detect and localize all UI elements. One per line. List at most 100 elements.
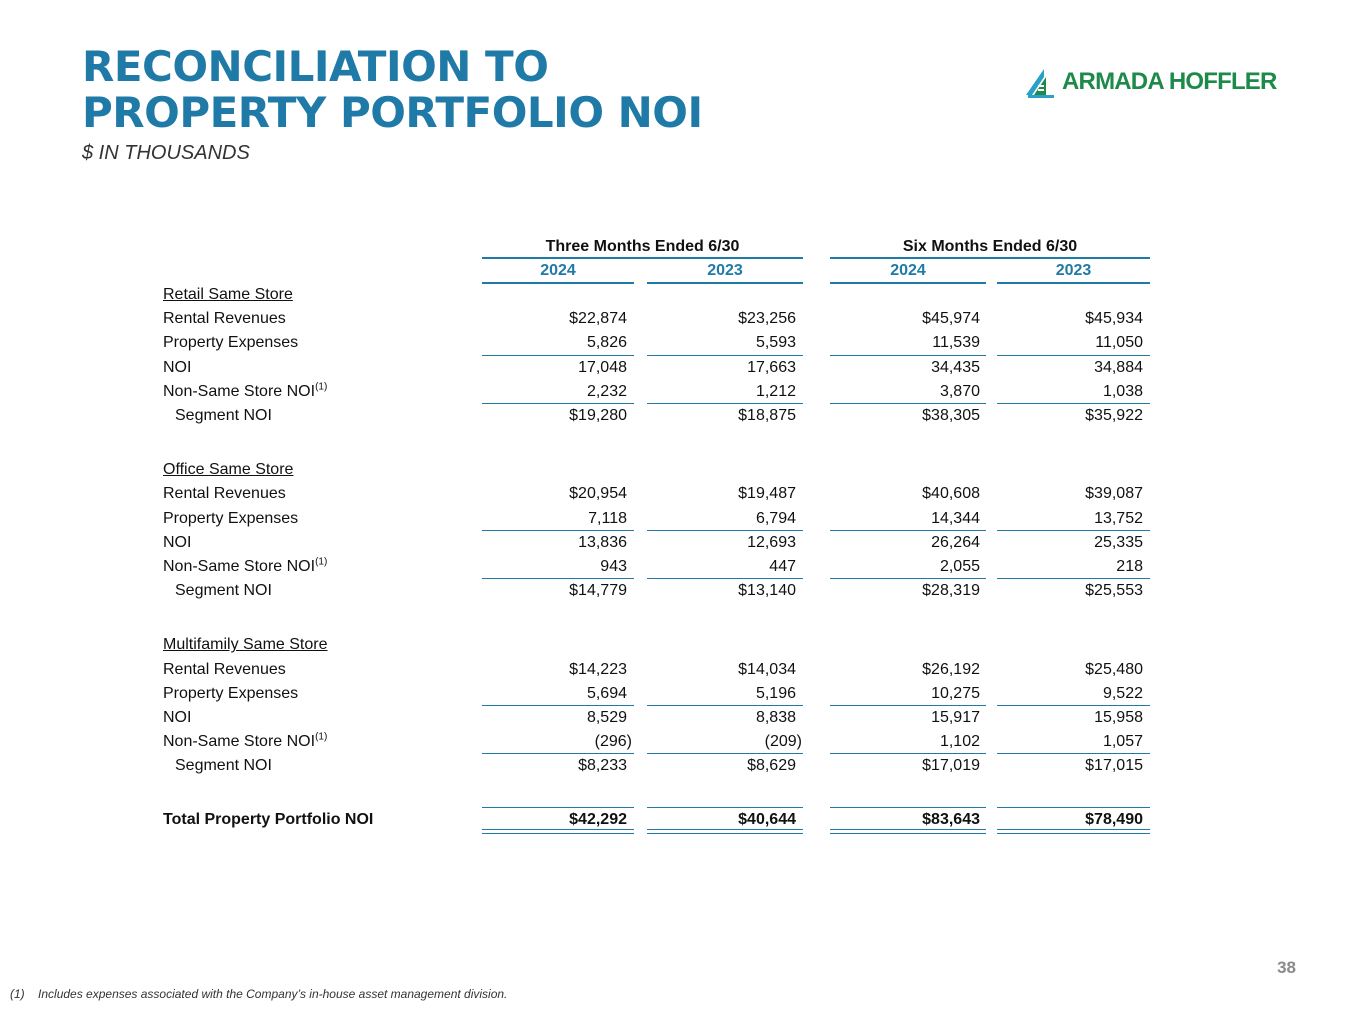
subtotal-rule (647, 705, 803, 706)
subtotal-rule (997, 529, 1150, 531)
row-label-text: Property Expenses (163, 334, 299, 352)
subtotal-rule (830, 403, 986, 404)
row-label-text: NOI (163, 533, 192, 551)
row-label: Property Expenses (163, 682, 298, 706)
row-label: Rental Revenues (163, 307, 286, 331)
year-header-rule (647, 282, 803, 284)
row-label-text: Non-Same Store NOI (163, 733, 316, 751)
section-title: Office Same Store (163, 461, 294, 479)
table-cell: 8,529 (586, 709, 627, 726)
year-header: 2023 (1055, 262, 1092, 279)
subtotal-rule (830, 354, 986, 356)
table-cell: 7,118 (588, 509, 627, 527)
table-cell: 1,038 (1102, 382, 1143, 400)
total-cell: $78,490 (1085, 811, 1143, 828)
table-cell: $38,305 (922, 407, 980, 424)
table-cell: $14,223 (569, 660, 627, 678)
year-header-rule (997, 282, 1150, 284)
row-label: Property Expenses (163, 331, 298, 355)
page-subtitle: $ IN THOUSANDS (82, 142, 250, 164)
table-cell: 1,102 (939, 733, 980, 751)
footnote-text: Includes expenses associated with the Co… (38, 987, 508, 1001)
table-cell: 943 (600, 558, 627, 575)
row-label: NOI (163, 356, 191, 380)
row-label-text: Property Expenses (163, 509, 299, 527)
table-cell: 34,884 (1094, 358, 1143, 376)
row-label: Non-Same Store NOI(1) (163, 555, 327, 579)
table-cell: 14,344 (931, 509, 980, 527)
year-header: 2024 (540, 262, 576, 279)
row-label-text: Rental Revenues (163, 660, 286, 678)
company-logo: ARMADA HOFFLER (1024, 62, 1277, 102)
total-top-rule (830, 807, 986, 808)
table-cell: $17,019 (922, 757, 980, 775)
table-cell: 13,752 (1094, 509, 1143, 527)
total-top-rule (997, 807, 1150, 808)
table-cell: $25,553 (1085, 582, 1143, 600)
table-cell: 218 (1116, 558, 1143, 575)
subtotal-rule (482, 354, 634, 356)
total-double-rule (482, 829, 634, 830)
section-title: Multifamily Same Store (163, 636, 328, 654)
table-cell: 9,522 (1102, 684, 1143, 702)
total-double-rule (997, 829, 1150, 830)
subtotal-rule (997, 753, 1150, 755)
table-cell: $8,233 (578, 757, 627, 775)
subtotal-rule (482, 403, 634, 404)
row-label: Non-Same Store NOI(1) (163, 380, 327, 404)
table-cell: $35,922 (1085, 407, 1143, 424)
footnote-ref: (1) (315, 381, 328, 393)
table-cell: 12,693 (747, 533, 796, 551)
row-label-text: NOI (163, 709, 192, 726)
table-cell: $26,192 (922, 660, 980, 678)
subtotal-rule (830, 705, 986, 706)
footnote-ref: (1) (315, 731, 328, 743)
year-header-rule (830, 282, 986, 284)
table-cell: $19,487 (738, 485, 796, 503)
year-header: 2023 (707, 262, 743, 279)
subtotal-rule (997, 354, 1150, 356)
column-group-header: Three Months Ended 6/30 (545, 238, 740, 255)
row-label-text: Property Expenses (163, 684, 299, 702)
table-cell: 17,663 (747, 358, 796, 376)
table-cell: $45,974 (922, 310, 980, 328)
page-title: RECONCILIATION TO PROPERTY PORTFOLIO NOI (82, 44, 703, 136)
row-label-text: Non-Same Store NOI (163, 382, 316, 400)
table-cell: $8,629 (747, 757, 796, 775)
total-top-rule (482, 807, 634, 808)
table-cell: 447 (769, 558, 796, 575)
table-cell: $23,256 (738, 310, 796, 328)
year-header: 2024 (890, 262, 926, 279)
column-group-rule (830, 257, 1150, 259)
total-double-rule (482, 833, 634, 834)
row-label-text: NOI (163, 358, 192, 376)
table-cell: $39,087 (1085, 485, 1143, 503)
subtotal-rule (482, 578, 634, 580)
table-cell: $19,280 (569, 407, 627, 424)
row-label: Segment NOI (175, 404, 272, 428)
total-label: Total Property Portfolio NOI (163, 811, 374, 828)
table-cell: $14,779 (569, 582, 627, 600)
table-cell: $25,480 (1085, 660, 1143, 678)
table-cell: 15,917 (931, 709, 980, 726)
table-cell: 1,057 (1102, 733, 1143, 751)
row-label-text: Segment NOI (175, 407, 272, 424)
table-cell: 13,836 (578, 533, 627, 551)
table-cell: 8,838 (755, 709, 796, 726)
row-label-text: Segment NOI (175, 582, 272, 600)
row-label: Rental Revenues (163, 482, 286, 506)
footnote: (1) Includes expenses associated with th… (10, 987, 507, 1001)
subtotal-rule (647, 403, 803, 404)
table-cell: $17,015 (1085, 757, 1143, 775)
table-cell: 10,275 (931, 684, 980, 702)
total-double-rule (647, 829, 803, 830)
row-label: NOI (163, 531, 191, 555)
section-title: Retail Same Store (163, 286, 293, 303)
total-cell: $40,644 (738, 811, 796, 828)
table-cell: (296) (594, 733, 632, 751)
row-label-text: Non-Same Store NOI (163, 558, 316, 575)
row-label: Non-Same Store NOI(1) (163, 730, 327, 754)
subtotal-rule (647, 529, 803, 531)
table-cell: 34,435 (931, 358, 980, 376)
total-double-rule (830, 833, 986, 834)
